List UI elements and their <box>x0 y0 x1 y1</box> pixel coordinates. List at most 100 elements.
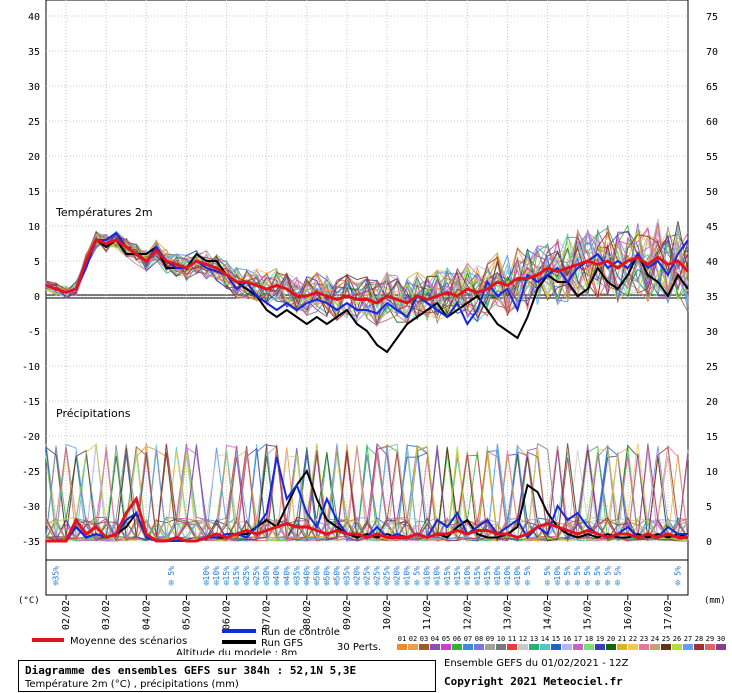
y-tick-label-left: 5 <box>34 257 40 268</box>
snow-probability-label: 15% <box>222 566 231 581</box>
y-tick-label-right: 0 <box>706 537 712 548</box>
snowflake-icon: ❄ <box>464 578 471 589</box>
snowflake-icon: ❄ <box>53 578 60 589</box>
snowflake-icon: ❄ <box>203 578 210 589</box>
precipitation-panel-title: Précipitations <box>56 407 131 420</box>
snow-probability-label: 50% <box>332 566 341 581</box>
snowflake-icon: ❄ <box>565 578 572 589</box>
y-tick-label-left: 0 <box>34 292 40 303</box>
snowflake-icon: ❄ <box>605 578 612 589</box>
snow-probability-label: 25% <box>373 566 382 581</box>
snowflake-icon: ❄ <box>575 578 582 589</box>
pert-color-swatch <box>683 644 693 650</box>
pert-color-swatch <box>551 644 561 650</box>
y-tick-label-left: 20 <box>28 152 40 163</box>
x-tick-label: 15/02 <box>583 600 594 630</box>
snowflake-icon: ❄ <box>254 578 261 589</box>
y-tick-label-right: 45 <box>706 222 718 233</box>
pert-number: 14 <box>541 635 549 643</box>
snow-probability-label: 40% <box>302 566 311 581</box>
ensemble-members <box>45 218 689 543</box>
x-tick-label: 02/02 <box>61 600 72 630</box>
y-tick-label-right: 5 <box>706 502 712 513</box>
pert-color-swatch <box>397 644 407 650</box>
y-tick-label-left: -30 <box>22 502 40 513</box>
x-tick-label: 17/02 <box>663 600 674 630</box>
y-tick-label-left: 15 <box>28 187 40 198</box>
temperature-panel-title: Températures 2m <box>55 206 153 219</box>
pert-number: 10 <box>497 635 505 643</box>
snow-probability-label: 30% <box>262 566 271 581</box>
snow-probability-label: 10% <box>503 566 512 581</box>
pert-color-swatch <box>430 644 440 650</box>
snowflake-icon: ❄ <box>474 578 481 589</box>
snow-probabilities: 35%❄5%❄10%❄10%❄15%❄15%❄25%❄25%❄30%❄40%❄4… <box>52 566 683 589</box>
snowflake-icon: ❄ <box>434 578 441 589</box>
snow-probability-label: 5% <box>167 566 176 576</box>
run-label: Ensemble GEFS du 01/02/2021 - 12Z <box>444 658 629 669</box>
y-tick-label-right: 30 <box>706 327 718 338</box>
x-tick-label: 07/02 <box>262 600 273 630</box>
pert-color-swatch <box>595 644 605 650</box>
pert-number: 19 <box>596 635 604 643</box>
snow-probability-label: 10% <box>212 566 221 581</box>
pert-color-swatch <box>639 644 649 650</box>
snowflake-icon: ❄ <box>374 578 381 589</box>
snowflake-icon: ❄ <box>545 578 552 589</box>
y-tick-label-left: 30 <box>28 82 40 93</box>
snowflake-icon: ❄ <box>284 578 291 589</box>
pert-number: 29 <box>706 635 714 643</box>
snow-probability-label: 25% <box>252 566 261 581</box>
y-tick-label-left: -25 <box>22 467 40 478</box>
member-precip-line <box>45 447 689 543</box>
snow-probability-label: 5% <box>613 566 622 576</box>
snowflake-icon: ❄ <box>414 578 421 589</box>
snow-probability-label: 20% <box>393 566 402 581</box>
pert-number: 11 <box>508 635 516 643</box>
pert-number: 15 <box>552 635 560 643</box>
pert-number: 17 <box>574 635 582 643</box>
snowflake-icon: ❄ <box>675 578 682 589</box>
snow-probability-label: 5% <box>603 566 612 576</box>
snowflake-icon: ❄ <box>595 578 602 589</box>
diagram-subtitle: Température 2m (°C) , précipitations (mm… <box>25 679 239 690</box>
y-tick-label-left: 10 <box>28 222 40 233</box>
x-tick-label: 14/02 <box>543 600 554 630</box>
pert-color-swatch <box>441 644 451 650</box>
pert-color-swatch <box>694 644 704 650</box>
pert-color-swatch <box>485 644 495 650</box>
snow-probability-label: 10% <box>423 566 432 581</box>
y-tick-label-right: 65 <box>706 82 718 93</box>
snowflake-icon: ❄ <box>314 578 321 589</box>
pert-color-swatch <box>408 644 418 650</box>
snowflake-icon: ❄ <box>615 578 622 589</box>
pert-color-swatch <box>573 644 583 650</box>
snow-probability-label: 5% <box>543 566 552 576</box>
pert-number: 05 <box>442 635 450 643</box>
pert-color-swatch <box>661 644 671 650</box>
x-tick-label: 10/02 <box>382 600 393 630</box>
series-precip-line <box>46 495 688 543</box>
y-tick-label-right: 15 <box>706 432 718 443</box>
member-precip-line <box>45 443 689 542</box>
pert-number: 08 <box>475 635 483 643</box>
snowflake-icon: ❄ <box>224 578 231 589</box>
snow-probability-label: 35% <box>292 566 301 581</box>
pert-color-swatch <box>540 644 550 650</box>
x-tick-label: 13/02 <box>502 600 513 630</box>
pert-color-swatch <box>705 644 715 650</box>
snowflake-icon: ❄ <box>524 578 531 589</box>
snow-probability-label: 40% <box>272 566 281 581</box>
snow-probability-label: 10% <box>463 566 472 581</box>
snow-probability-label: 25% <box>383 566 392 581</box>
pert-color-swatch <box>617 644 627 650</box>
pert-number: 20 <box>607 635 615 643</box>
snowflake-icon: ❄ <box>444 578 451 589</box>
copyright-label: Copyright 2021 Meteociel.fr <box>444 675 623 688</box>
snow-probability-label: 15% <box>473 566 482 581</box>
pert-number: 16 <box>563 635 571 643</box>
y-tick-label-right: 75 <box>706 12 718 23</box>
snowflake-icon: ❄ <box>234 578 241 589</box>
snowflake-icon: ❄ <box>334 578 341 589</box>
